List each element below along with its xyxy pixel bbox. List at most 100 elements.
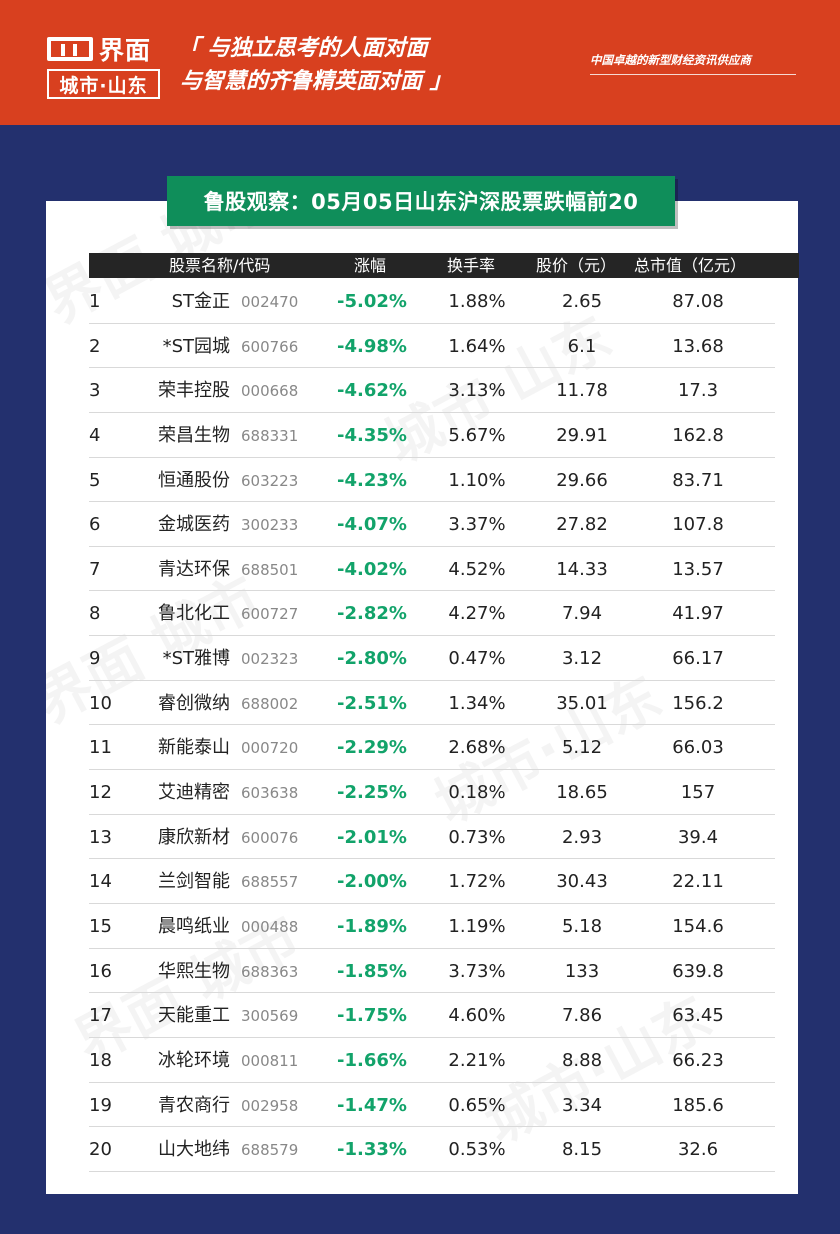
rank-cell: 15	[89, 915, 112, 937]
turnover-cell: 0.73%	[448, 826, 506, 848]
table-row[interactable]: 13 康欣新材 600076 -2.01% 0.73% 2.93 39.4	[0, 815, 840, 860]
price-cell: 2.65	[561, 291, 603, 312]
stock-name-cell: 鲁北化工	[158, 603, 230, 625]
change-cell: -1.66%	[337, 1049, 407, 1071]
market-cap-cell: 63.45	[672, 1005, 724, 1027]
price-cell: 3.12	[561, 648, 603, 670]
price-cell: 18.65	[556, 782, 608, 804]
stock-name-cell: 新能泰山	[158, 737, 230, 759]
market-cap-cell: 156.2	[672, 692, 724, 714]
rank-cell: 16	[89, 960, 112, 982]
table-row[interactable]: 9 *ST雅博 002323 -2.80% 0.47% 3.12 66.17	[0, 636, 840, 681]
brand-logo[interactable]: 界面 城市·山东	[47, 33, 160, 99]
stock-code-cell: 688002	[241, 694, 299, 713]
rank-cell: 19	[89, 1094, 112, 1116]
content-card: 界面 城市 城市·山东 界面 城市 城市·山东 界面 城市 城市·山东	[46, 201, 798, 1194]
table-row[interactable]: 7 青达环保 688501 -4.02% 4.52% 14.33 13.57	[0, 547, 840, 592]
change-cell: -2.01%	[337, 826, 407, 848]
table-row[interactable]: 2 *ST园城 600766 -4.98% 1.64% 6.1 13.68	[0, 324, 840, 369]
stock-name-cell: 青达环保	[158, 558, 230, 580]
stock-code-cell: 603223	[241, 471, 299, 490]
stock-name-cell: 荣丰控股	[158, 380, 230, 402]
table-header: 股票名称/代码 涨幅 换手率 股价（元） 总市值（亿元）	[89, 253, 799, 278]
table-row[interactable]: 11 新能泰山 000720 -2.29% 2.68% 5.12 66.03	[0, 725, 840, 770]
logo-mark-icon	[47, 37, 93, 61]
price-cell: 8.15	[561, 1139, 603, 1161]
table-row[interactable]: 19 青农商行 002958 -1.47% 0.65% 3.34 185.6	[0, 1083, 840, 1128]
turnover-cell: 1.10%	[448, 469, 506, 491]
rank-cell: 6	[89, 514, 101, 536]
table-row[interactable]: 1 ST金正 002470 -5.02% 1.88% 2.65 87.08	[0, 279, 840, 324]
table-row[interactable]: 5 恒通股份 603223 -4.23% 1.10% 29.66 83.71	[0, 458, 840, 503]
stock-name-cell: 晨鸣纸业	[158, 915, 230, 937]
change-cell: -4.35%	[337, 424, 407, 446]
change-cell: -4.62%	[337, 380, 407, 402]
stock-name-cell: 华熙生物	[158, 960, 230, 982]
table-row[interactable]: 3 荣丰控股 000668 -4.62% 3.13% 11.78 17.3	[0, 368, 840, 413]
change-cell: -4.23%	[337, 469, 407, 491]
stock-name-cell: 荣昌生物	[158, 424, 230, 446]
column-header-market-cap: 总市值（亿元）	[634, 256, 747, 275]
table-row[interactable]: 20 山大地纬 688579 -1.33% 0.53% 8.15 32.6	[0, 1127, 840, 1172]
rank-cell: 18	[89, 1049, 112, 1071]
column-header-name-code: 股票名称/代码	[169, 256, 271, 275]
price-cell: 5.18	[561, 915, 603, 937]
stock-code-cell: 300569	[241, 1007, 299, 1026]
stock-code-cell: 000668	[241, 382, 299, 401]
table-row[interactable]: 12 艾迪精密 603638 -2.25% 0.18% 18.65 157	[0, 770, 840, 815]
price-cell: 2.93	[561, 826, 603, 848]
change-cell: -5.02%	[337, 291, 407, 312]
rank-cell: 12	[89, 782, 112, 804]
change-cell: -2.00%	[337, 871, 407, 893]
table-row[interactable]: 16 华熙生物 688363 -1.85% 3.73% 133 639.8	[0, 949, 840, 994]
table-row[interactable]: 17 天能重工 300569 -1.75% 4.60% 7.86 63.45	[0, 993, 840, 1038]
table-row[interactable]: 10 睿创微纳 688002 -2.51% 1.34% 35.01 156.2	[0, 681, 840, 726]
turnover-cell: 1.88%	[448, 291, 506, 312]
market-cap-cell: 66.03	[672, 737, 724, 759]
table-row[interactable]: 6 金城医药 300233 -4.07% 3.37% 27.82 107.8	[0, 502, 840, 547]
stock-code-cell: 688363	[241, 962, 299, 981]
stock-table: 1 ST金正 002470 -5.02% 1.88% 2.65 87.08 2 *ST园城 600…	[0, 279, 840, 1172]
stock-code-cell: 002958	[241, 1096, 299, 1115]
stock-code-cell: 600766	[241, 337, 299, 356]
column-header-price: 股价（元）	[536, 256, 617, 275]
stock-name-cell: 冰轮环境	[158, 1049, 230, 1071]
change-cell: -2.25%	[337, 782, 407, 804]
change-cell: -2.80%	[337, 648, 407, 670]
table-row[interactable]: 8 鲁北化工 600727 -2.82% 4.27% 7.94 41.97	[0, 591, 840, 636]
price-cell: 29.91	[556, 424, 608, 446]
rank-cell: 3	[89, 380, 101, 402]
rank-cell: 20	[89, 1139, 112, 1161]
market-cap-cell: 639.8	[672, 960, 724, 982]
rank-cell: 4	[89, 424, 101, 446]
change-cell: -4.98%	[337, 335, 407, 357]
change-cell: -1.75%	[337, 1005, 407, 1027]
turnover-cell: 5.67%	[448, 424, 506, 446]
table-row[interactable]: 15 晨鸣纸业 000488 -1.89% 1.19% 5.18 154.6	[0, 904, 840, 949]
price-cell: 7.94	[561, 603, 603, 625]
change-cell: -2.82%	[337, 603, 407, 625]
table-row[interactable]: 14 兰剑智能 688557 -2.00% 1.72% 30.43 22.11	[0, 859, 840, 904]
turnover-cell: 1.34%	[448, 692, 506, 714]
slogan: 「 与独立思考的人面对面 与智慧的齐鲁精英面对面 」	[178, 32, 452, 98]
stock-code-cell: 000811	[241, 1051, 299, 1070]
stock-code-cell: 000720	[241, 739, 299, 758]
turnover-cell: 2.21%	[448, 1049, 506, 1071]
change-cell: -1.47%	[337, 1094, 407, 1116]
slogan-line-2: 与智慧的齐鲁精英面对面 」	[180, 69, 452, 94]
turnover-cell: 2.68%	[448, 737, 506, 759]
turnover-cell: 1.72%	[448, 871, 506, 893]
turnover-cell: 3.73%	[448, 960, 506, 982]
change-cell: -2.29%	[337, 737, 407, 759]
table-row[interactable]: 4 荣昌生物 688331 -4.35% 5.67% 29.91 162.8	[0, 413, 840, 458]
stock-code-cell: 000488	[241, 917, 299, 936]
table-row[interactable]: 18 冰轮环境 000811 -1.66% 2.21% 8.88 66.23	[0, 1038, 840, 1083]
rank-cell: 7	[89, 558, 101, 580]
price-cell: 3.34	[561, 1094, 603, 1116]
market-cap-cell: 13.68	[672, 335, 724, 357]
market-cap-cell: 162.8	[672, 424, 724, 446]
turnover-cell: 0.65%	[448, 1094, 506, 1116]
stock-name-cell: ST金正	[171, 291, 230, 312]
change-cell: -2.51%	[337, 692, 407, 714]
price-cell: 30.43	[556, 871, 608, 893]
